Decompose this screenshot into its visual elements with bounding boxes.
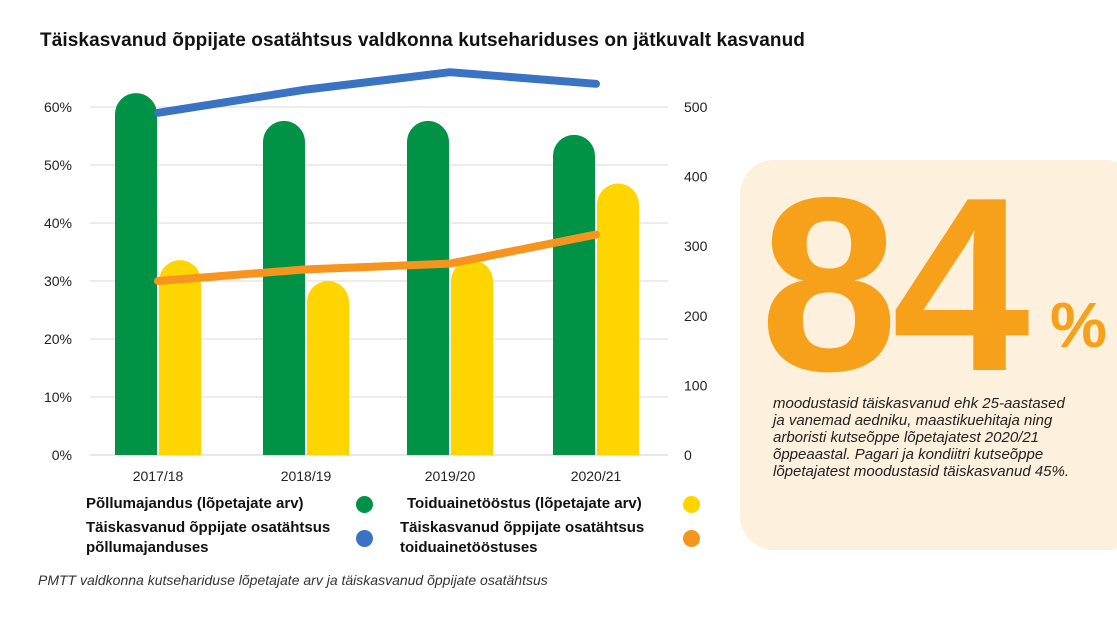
bar-pollumajandus bbox=[407, 120, 449, 456]
y-right-tick-label: 400 bbox=[684, 169, 708, 185]
x-tick-label: 2018/19 bbox=[281, 468, 332, 484]
y-left-tick-label: 20% bbox=[44, 331, 72, 347]
legend-label-osatahtsus-toiduainetoostuses: Täiskasvanud õppijate osatähtsus toiduai… bbox=[400, 519, 645, 556]
bar-toiduainetoostus bbox=[597, 183, 639, 455]
legend-dot-orange bbox=[683, 530, 700, 547]
y-right-tick-label: 100 bbox=[684, 377, 708, 393]
callout-percent: % bbox=[1050, 289, 1107, 361]
line-osatahtsus-pollumajanduses bbox=[154, 68, 600, 117]
legend-dot-blue bbox=[356, 530, 373, 547]
bar-toiduainetoostus bbox=[159, 260, 201, 455]
y-right-tick-label: 200 bbox=[684, 308, 708, 324]
y-right-tick-label: 0 bbox=[684, 447, 692, 463]
legend-label-toiduainetoostus: Toiduainetööstus (lõpetajate arv) bbox=[407, 495, 642, 512]
bar-pollumajandus bbox=[263, 120, 305, 456]
callout-number: 84 bbox=[760, 145, 1030, 423]
y-left-tick-label: 60% bbox=[44, 99, 72, 115]
chart-caption: PMTT valdkonna kutsehariduse lõpetajate … bbox=[38, 572, 548, 588]
bar-toiduainetoostus bbox=[307, 281, 349, 455]
y-left-tick-label: 30% bbox=[44, 273, 72, 289]
bar-toiduainetoostus bbox=[451, 260, 493, 455]
line-osatahtsus-toiduainetoostuses bbox=[154, 230, 600, 285]
bar-pollumajandus bbox=[553, 134, 595, 455]
y-right-tick-label: 500 bbox=[684, 99, 708, 115]
legend-label-pollumajandus: Põllumajandus (lõpetajate arv) bbox=[86, 495, 304, 512]
chart-title: Täiskasvanud õppijate osatähtsus valdkon… bbox=[40, 30, 805, 51]
legend-dot-green bbox=[356, 496, 373, 513]
y-left-tick-label: 50% bbox=[44, 157, 72, 173]
x-tick-label: 2020/21 bbox=[571, 468, 622, 484]
legend-dot-yellow bbox=[683, 496, 700, 513]
x-tick-label: 2019/20 bbox=[425, 468, 476, 484]
legend-label-osatahtsus-pollumajanduses: Täiskasvanud õppijate osatähtsus põlluma… bbox=[86, 519, 331, 556]
x-tick-label: 2017/18 bbox=[133, 468, 184, 484]
y-left-tick-label: 0% bbox=[52, 447, 72, 463]
bar-pollumajandus bbox=[115, 93, 157, 455]
y-left-tick-label: 10% bbox=[44, 389, 72, 405]
y-left-tick-label: 40% bbox=[44, 215, 72, 231]
y-right-tick-label: 300 bbox=[684, 238, 708, 254]
callout-text: moodustasid täiskasvanud ehk 25-aastased… bbox=[773, 395, 1070, 480]
callout-panel bbox=[740, 160, 1117, 550]
